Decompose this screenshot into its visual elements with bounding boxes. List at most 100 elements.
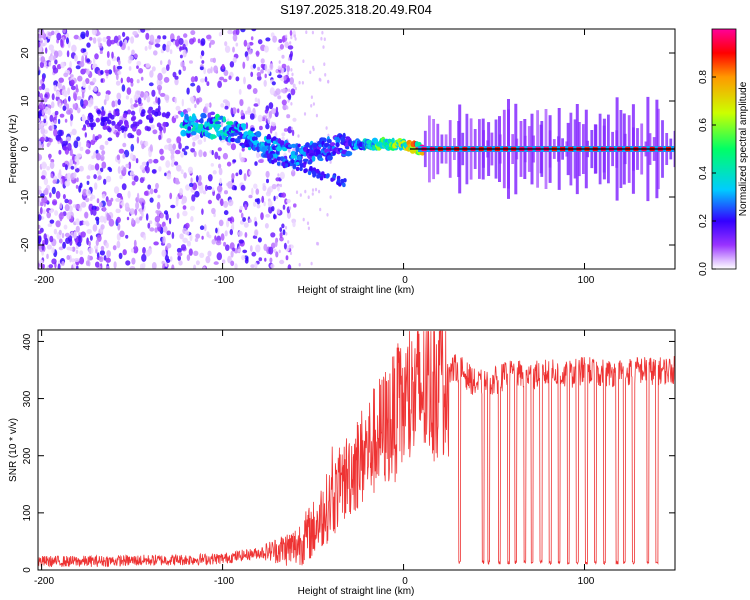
noise-speckle xyxy=(104,140,109,146)
noise-speckle xyxy=(243,39,248,47)
noise-speckle xyxy=(175,105,181,111)
noise-speckle xyxy=(248,194,253,199)
noise-speckle xyxy=(176,247,182,253)
noise-speckle xyxy=(70,85,76,91)
noise-speckle xyxy=(155,210,159,214)
noise-speckle xyxy=(299,193,302,197)
noise-speckle xyxy=(247,84,252,90)
noise-speckle xyxy=(87,254,91,262)
signal-blob xyxy=(305,142,310,148)
noise-speckle xyxy=(303,112,307,116)
noise-speckle xyxy=(207,199,212,205)
noise-speckle xyxy=(81,91,85,99)
signal-blob xyxy=(130,116,136,122)
noise-speckle xyxy=(128,66,132,71)
noise-speckle xyxy=(287,93,292,101)
noise-speckle xyxy=(172,143,176,150)
noise-speckle xyxy=(46,244,52,250)
signal-blob xyxy=(162,121,167,127)
noise-speckle xyxy=(199,252,205,258)
noise-speckle xyxy=(226,219,230,228)
noise-speckle xyxy=(222,259,226,264)
noise-speckle xyxy=(224,105,229,110)
signal-blob xyxy=(282,146,288,152)
signal-blob xyxy=(307,160,313,165)
noise-speckle xyxy=(190,205,195,211)
noise-speckle xyxy=(271,242,276,249)
noise-speckle xyxy=(219,76,225,81)
noise-speckle xyxy=(281,223,285,229)
noise-speckle xyxy=(271,206,275,212)
noise-speckle xyxy=(129,152,134,160)
signal-blob xyxy=(95,117,101,123)
signal-blob xyxy=(132,126,137,132)
noise-speckle xyxy=(178,142,182,150)
noise-speckle xyxy=(158,166,162,172)
noise-speckle xyxy=(69,158,73,166)
noise-speckle xyxy=(106,59,111,67)
noise-speckle xyxy=(315,113,318,118)
noise-speckle xyxy=(174,161,179,166)
noise-speckle xyxy=(278,39,283,43)
noise-speckle xyxy=(40,30,45,38)
noise-speckle xyxy=(167,59,171,66)
noise-speckle xyxy=(288,206,292,210)
noise-speckle xyxy=(82,80,86,89)
noise-speckle xyxy=(145,213,149,221)
snr-ytick-label: 200 xyxy=(22,447,33,464)
noise-speckle xyxy=(51,186,56,195)
noise-speckle xyxy=(223,78,228,83)
noise-speckle xyxy=(240,109,244,117)
signal-blob xyxy=(311,170,316,175)
noise-speckle xyxy=(86,175,91,180)
signal-blob xyxy=(130,110,136,116)
noise-speckle xyxy=(298,80,301,85)
noise-speckle xyxy=(289,251,293,256)
noise-speckle xyxy=(39,136,45,143)
noise-speckle xyxy=(199,54,203,59)
signal-blob xyxy=(309,166,313,171)
noise-speckle xyxy=(180,61,185,68)
noise-speckle xyxy=(125,234,129,239)
noise-speckle xyxy=(38,140,41,147)
noise-speckle xyxy=(270,108,277,115)
noise-speckle xyxy=(279,227,283,233)
noise-speckle xyxy=(138,197,145,202)
noise-speckle xyxy=(264,257,267,262)
noise-speckle xyxy=(203,136,207,143)
signal-blob xyxy=(138,119,143,125)
noise-speckle xyxy=(70,113,74,121)
noise-speckle xyxy=(281,99,287,106)
noise-speckle xyxy=(85,30,90,38)
noise-speckle xyxy=(84,211,89,219)
noise-speckle xyxy=(230,260,235,267)
noise-speckle xyxy=(119,204,122,209)
noise-speckle xyxy=(318,189,321,194)
snr-xtick-label: 0 xyxy=(402,576,408,587)
noise-speckle xyxy=(122,166,127,174)
noise-speckle xyxy=(129,266,136,269)
noise-speckle xyxy=(161,67,167,74)
noise-speckle xyxy=(216,185,223,193)
noise-speckle xyxy=(147,222,151,229)
noise-speckle xyxy=(186,107,191,112)
noise-speckle xyxy=(175,114,179,119)
noise-speckle xyxy=(149,144,153,152)
noise-speckle xyxy=(72,92,77,100)
signal-blob xyxy=(276,156,281,161)
noise-speckle xyxy=(207,68,212,74)
noise-speckle xyxy=(40,56,46,63)
noise-speckle xyxy=(267,116,271,124)
noise-speckle xyxy=(122,142,127,148)
noise-speckle xyxy=(160,60,163,65)
noise-speckle xyxy=(281,63,287,69)
noise-speckle xyxy=(125,95,129,100)
signal-blob xyxy=(198,127,203,133)
noise-speckle xyxy=(49,138,53,143)
signal-blob xyxy=(321,171,325,176)
noise-speckle xyxy=(38,102,44,109)
noise-speckle xyxy=(293,203,297,208)
noise-speckle xyxy=(289,30,293,36)
noise-speckle xyxy=(40,201,44,207)
noise-speckle xyxy=(262,185,267,192)
